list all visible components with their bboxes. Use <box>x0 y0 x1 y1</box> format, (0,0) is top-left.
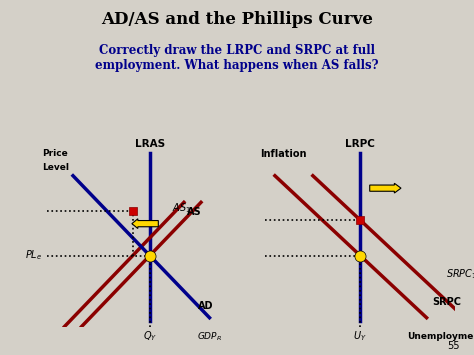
Text: AS: AS <box>187 207 202 217</box>
FancyArrow shape <box>132 219 158 229</box>
Text: $AS_1$: $AS_1$ <box>172 201 191 215</box>
Text: $SRPC_1$: $SRPC_1$ <box>446 267 474 281</box>
Text: AD: AD <box>198 301 213 311</box>
Text: $PL_e$: $PL_e$ <box>25 249 42 262</box>
Text: Level: Level <box>42 163 69 172</box>
Text: LRAS: LRAS <box>135 139 165 149</box>
Text: Unemployment: Unemployment <box>407 332 474 341</box>
Text: SRPC: SRPC <box>432 297 461 307</box>
Text: $GDP_R$: $GDP_R$ <box>197 330 222 343</box>
Text: Inflation: Inflation <box>260 149 306 159</box>
Text: $U_Y$: $U_Y$ <box>354 329 367 343</box>
Text: AD/AS and the Phillips Curve: AD/AS and the Phillips Curve <box>101 11 373 28</box>
Text: 55: 55 <box>447 342 460 351</box>
Text: LRPC: LRPC <box>345 139 375 149</box>
Text: Correctly draw the LRPC and SRPC at full
employment. What happens when AS falls?: Correctly draw the LRPC and SRPC at full… <box>95 44 379 72</box>
Text: $Q_Y$: $Q_Y$ <box>143 329 157 343</box>
Text: Price: Price <box>42 149 68 158</box>
FancyArrow shape <box>370 183 401 193</box>
